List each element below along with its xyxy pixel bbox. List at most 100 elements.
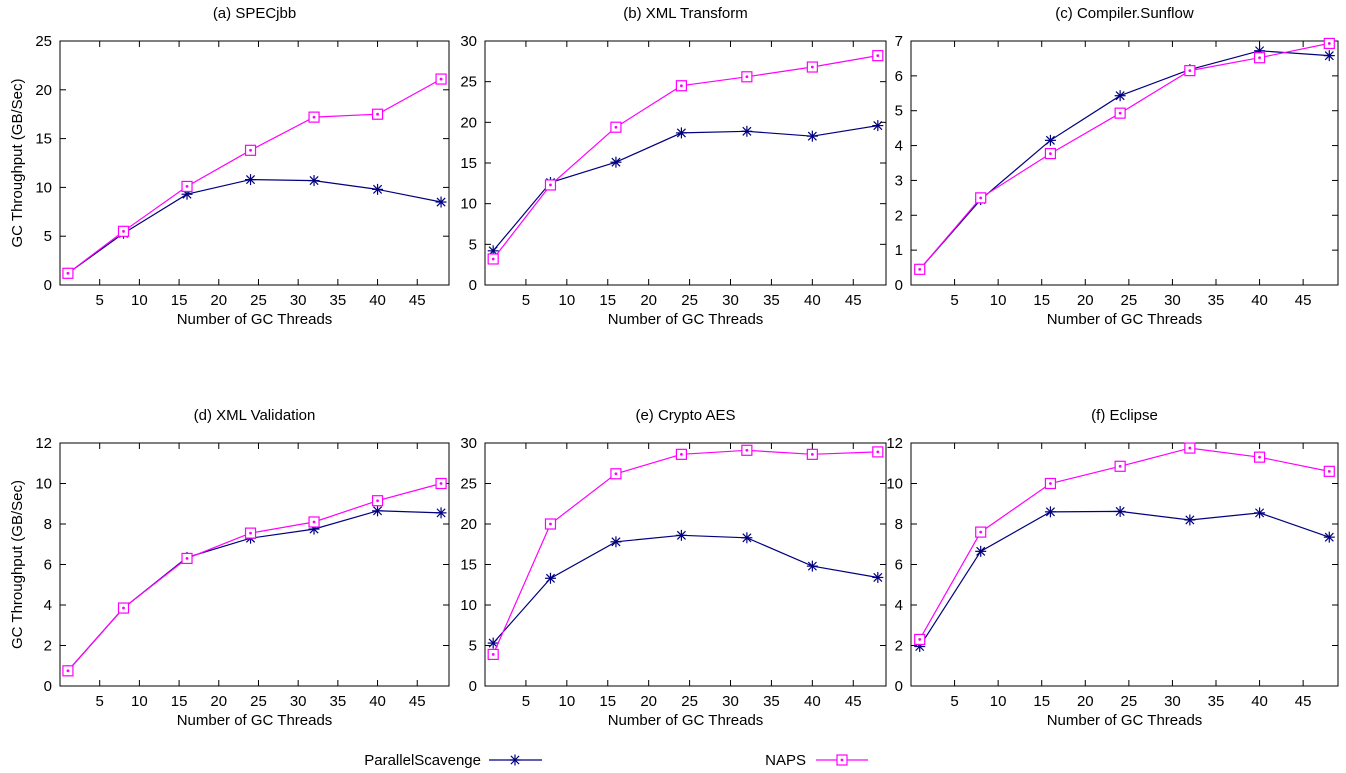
x-tick-label: 15 bbox=[171, 693, 188, 710]
x-tick-label: 35 bbox=[763, 292, 780, 309]
y-tick-label: 20 bbox=[460, 114, 477, 131]
x-tick-label: 45 bbox=[1295, 693, 1312, 710]
chart-panel-4: 0 5 10 15 20 25 30 5 10 15 20 25 30 35 40 45 (e) Crypto … bbox=[460, 407, 887, 729]
data-point-parallelscavenge bbox=[544, 572, 556, 584]
y-tick-label: 2 bbox=[895, 207, 903, 224]
y-tick-label: 6 bbox=[895, 68, 903, 85]
plot-frame bbox=[59, 40, 450, 286]
data-point-naps bbox=[371, 495, 384, 507]
plot-frame bbox=[484, 40, 887, 286]
data-point-parallelscavenge bbox=[245, 174, 257, 186]
data-point-parallelscavenge bbox=[372, 183, 384, 195]
data-point-naps bbox=[1114, 460, 1126, 472]
y-axis-title: GC Throughput (GB/Sec) bbox=[9, 480, 26, 649]
data-point-parallelscavenge bbox=[1044, 134, 1056, 146]
series-line-parallelscavenge bbox=[492, 534, 878, 644]
y-tick-label: 2 bbox=[895, 638, 903, 655]
y-tick-label: 10 bbox=[460, 196, 477, 213]
y-tick-label: 15 bbox=[460, 155, 477, 172]
data-point-naps bbox=[914, 263, 926, 275]
y-axis-title: GC Throughput (GB/Sec) bbox=[9, 79, 26, 248]
data-point-naps bbox=[544, 179, 557, 191]
data-point-naps bbox=[1184, 65, 1196, 77]
data-point-naps bbox=[1253, 52, 1266, 64]
data-point-naps bbox=[308, 111, 320, 123]
data-point-parallelscavenge bbox=[372, 505, 384, 517]
data-point-parallelscavenge bbox=[1323, 50, 1335, 62]
data-point-parallelscavenge bbox=[435, 507, 447, 519]
chart-panel-5: 0 2 4 6 8 10 12 5 10 15 20 25 30 35 40 45 (f) Eclipse Num… bbox=[886, 407, 1339, 729]
x-tick-label: 40 bbox=[804, 292, 821, 309]
data-point-parallelscavenge bbox=[1114, 505, 1126, 517]
data-point-naps bbox=[872, 446, 884, 458]
y-tick-label: 8 bbox=[44, 516, 52, 533]
data-point-naps bbox=[117, 602, 130, 614]
y-tick-label: 5 bbox=[895, 103, 903, 120]
data-point-naps bbox=[806, 61, 818, 73]
x-tick-label: 40 bbox=[369, 693, 386, 710]
x-axis-title: Number of GC Threads bbox=[608, 712, 764, 729]
x-tick-label: 30 bbox=[290, 693, 307, 710]
x-tick-label: 5 bbox=[950, 693, 958, 710]
data-point-parallelscavenge bbox=[806, 560, 818, 572]
y-tick-label: 10 bbox=[35, 476, 52, 493]
x-tick-label: 40 bbox=[1251, 292, 1268, 309]
x-tick-label: 15 bbox=[1033, 292, 1050, 309]
y-tick-label: 25 bbox=[35, 33, 52, 50]
legend: ParallelScavenge NAPS bbox=[364, 752, 868, 769]
plot-frame bbox=[910, 40, 1339, 286]
legend-label-parallelscavenge: ParallelScavenge bbox=[364, 752, 481, 769]
data-point-naps bbox=[914, 633, 926, 646]
x-tick-label: 20 bbox=[1077, 292, 1094, 309]
data-point-naps bbox=[872, 50, 884, 62]
data-point-naps bbox=[62, 267, 74, 279]
data-point-parallelscavenge bbox=[1323, 531, 1335, 543]
data-point-parallelscavenge bbox=[1184, 514, 1196, 526]
y-tick-label: 0 bbox=[44, 277, 52, 294]
x-tick-label: 20 bbox=[210, 693, 227, 710]
y-tick-label: 20 bbox=[460, 516, 477, 533]
y-tick-label: 30 bbox=[460, 33, 477, 50]
x-tick-label: 5 bbox=[522, 693, 530, 710]
x-tick-label: 10 bbox=[990, 693, 1007, 710]
x-tick-label: 40 bbox=[804, 693, 821, 710]
x-tick-label: 30 bbox=[722, 292, 739, 309]
x-tick-label: 10 bbox=[131, 693, 148, 710]
series-line-naps bbox=[919, 447, 1330, 640]
x-tick-label: 40 bbox=[1251, 693, 1268, 710]
data-point-parallelscavenge bbox=[610, 536, 622, 548]
y-tick-label: 0 bbox=[895, 678, 903, 695]
series-line-naps bbox=[919, 42, 1330, 270]
data-point-naps bbox=[1044, 147, 1057, 160]
y-tick-label: 4 bbox=[44, 597, 52, 614]
y-tick-label: 5 bbox=[469, 638, 477, 655]
chart-panel-0: 0 5 10 15 20 25 5 10 15 20 25 30 35 40 45 (a) SPECjbb Nu… bbox=[9, 5, 450, 328]
data-point-parallelscavenge bbox=[741, 532, 753, 544]
x-tick-label: 30 bbox=[1164, 292, 1181, 309]
y-tick-label: 20 bbox=[35, 82, 52, 99]
data-point-parallelscavenge bbox=[1114, 90, 1126, 102]
data-point-naps bbox=[487, 648, 499, 661]
x-tick-label: 15 bbox=[599, 292, 616, 309]
x-tick-label: 5 bbox=[522, 292, 530, 309]
y-tick-label: 0 bbox=[469, 277, 477, 294]
panel-title: (c) Compiler.Sunflow bbox=[1055, 5, 1194, 22]
y-tick-label: 0 bbox=[44, 678, 52, 695]
y-tick-label: 15 bbox=[35, 131, 52, 148]
x-tick-label: 45 bbox=[409, 693, 426, 710]
y-tick-label: 5 bbox=[469, 236, 477, 253]
x-tick-label: 15 bbox=[1033, 693, 1050, 710]
data-point-parallelscavenge bbox=[610, 156, 622, 168]
x-tick-label: 25 bbox=[1121, 292, 1138, 309]
x-tick-label: 30 bbox=[1164, 693, 1181, 710]
legend-marker-naps bbox=[836, 754, 848, 766]
x-tick-label: 20 bbox=[1077, 693, 1094, 710]
y-tick-label: 25 bbox=[460, 74, 477, 91]
x-axis-title: Number of GC Threads bbox=[177, 311, 333, 328]
data-point-parallelscavenge bbox=[872, 120, 884, 132]
y-tick-label: 4 bbox=[895, 597, 903, 614]
data-point-naps bbox=[675, 448, 688, 460]
panel-title: (a) SPECjbb bbox=[213, 5, 296, 22]
chart-panel-3: 0 2 4 6 8 10 12 5 10 15 20 25 30 35 40 45 (d) XML Valida… bbox=[9, 407, 450, 729]
